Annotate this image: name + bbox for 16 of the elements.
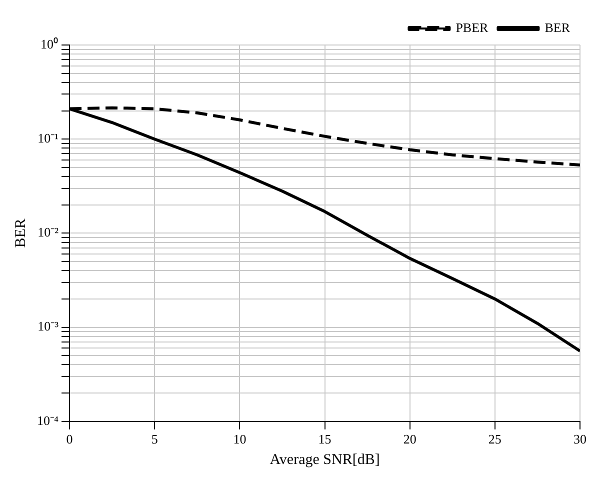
legend-label: BER	[544, 20, 570, 35]
x-tick-label: 25	[488, 432, 502, 447]
x-tick-label: 20	[403, 432, 416, 447]
y-tick-label: 10⁻³	[38, 318, 59, 334]
y-axis-title: BER	[12, 218, 29, 248]
y-tick-label: 10⁻¹	[38, 130, 59, 146]
x-tick-label: 0	[66, 432, 73, 447]
y-tick-label: 10⁻²	[38, 224, 59, 240]
x-tick-label: 30	[574, 432, 586, 447]
y-tick-label: 10⁻⁴	[36, 412, 59, 428]
y-tick-label: 10⁰	[40, 36, 59, 52]
x-tick-label: 5	[151, 432, 158, 447]
x-tick-label: 10	[233, 432, 246, 447]
legend-label: PBER	[456, 20, 489, 35]
x-axis-title: Average SNR[dB]	[270, 452, 380, 468]
x-tick-label: 15	[318, 432, 332, 447]
